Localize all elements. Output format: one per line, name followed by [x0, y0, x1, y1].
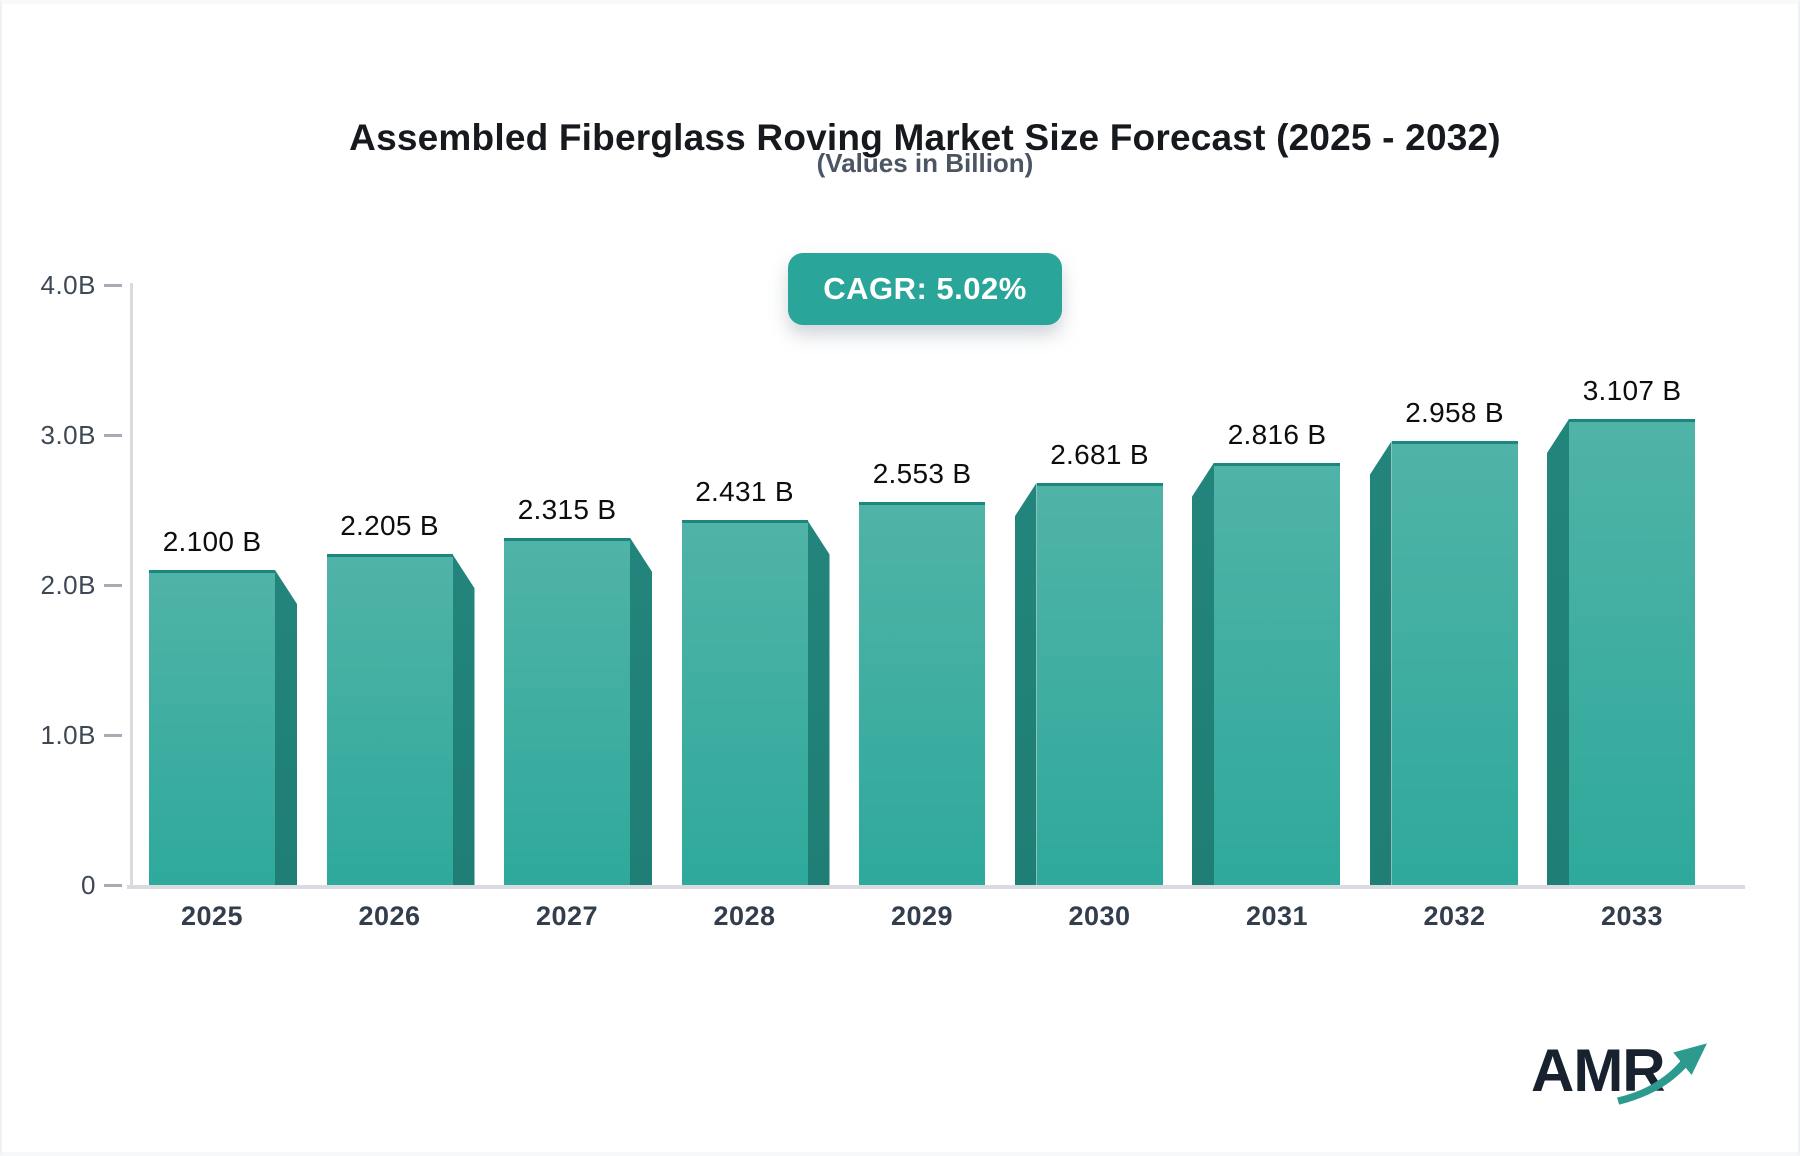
bar-value-label: 2.100 B [162, 526, 262, 557]
bar-value-label: 2.431 B [695, 476, 794, 508]
chart-subtitle: (Values in Billion) [816, 148, 1034, 178]
y-tick-label: 4.0B [40, 270, 96, 300]
y-tick-dash [104, 584, 122, 587]
bar-2025 [149, 570, 275, 885]
bar-2030 [1036, 482, 1163, 885]
bar-side-face [275, 570, 297, 885]
amr-logo-arrow-icon [1617, 1043, 1707, 1105]
y-tick-dash [104, 734, 122, 737]
bar-2031 [1214, 462, 1340, 885]
bar-value-label: 3.107 B [1582, 374, 1682, 406]
bar-2033 [1569, 418, 1695, 885]
x-axis-label-2031: 2031 [1245, 901, 1309, 931]
amr-logo: AMR [1531, 1032, 1726, 1114]
bar-value-label: 2.205 B [340, 510, 439, 542]
bar-value-label: 2.681 B [1050, 438, 1149, 470]
bar-side-face [1192, 462, 1214, 885]
cagr-badge: CAGR: 5.02% [788, 253, 1062, 325]
bar-side-face [630, 537, 652, 885]
bar-side-face [452, 554, 475, 885]
y-tick-label: 1.0B [40, 720, 96, 750]
y-tick-label: 2.0B [40, 570, 96, 600]
x-axis-label-2028: 2028 [713, 901, 776, 931]
y-tick-label: 0 [81, 870, 96, 900]
bar-side-face [807, 520, 830, 885]
bar-value-label: 2.553 B [872, 458, 972, 490]
x-axis-label-2027: 2027 [535, 901, 599, 931]
x-axis-label-2033: 2033 [1600, 901, 1664, 931]
bar-value-label: 2.816 B [1227, 418, 1327, 450]
bar-2027 [504, 537, 630, 885]
bar-2029 [859, 502, 985, 885]
x-axis-label-2029: 2029 [890, 901, 954, 931]
y-tick-label: 3.0B [40, 420, 96, 450]
bar-2028 [681, 520, 808, 885]
bar-value-label: 2.315 B [517, 493, 617, 525]
y-axis-line [130, 283, 133, 887]
y-tick-dash [104, 884, 122, 887]
bar-value-label: 2.958 B [1405, 397, 1504, 429]
x-axis-label-2025: 2025 [180, 901, 244, 931]
x-axis-label-2026: 2026 [358, 901, 421, 931]
bar-side-face [1369, 441, 1392, 885]
bar-2032 [1391, 441, 1518, 885]
y-tick-dash [104, 284, 122, 287]
bar-side-face [1014, 482, 1037, 885]
x-axis-label-2030: 2030 [1068, 901, 1131, 931]
bar-side-face [1547, 418, 1569, 885]
y-tick-dash [104, 434, 122, 437]
bar-2026 [326, 554, 453, 885]
cagr-badge-label: CAGR: 5.02% [823, 271, 1027, 306]
chart-title: Assembled Fiberglass Roving Market Size … [349, 116, 1501, 158]
x-axis-label-2032: 2032 [1423, 901, 1486, 931]
x-axis-line [127, 885, 1745, 889]
